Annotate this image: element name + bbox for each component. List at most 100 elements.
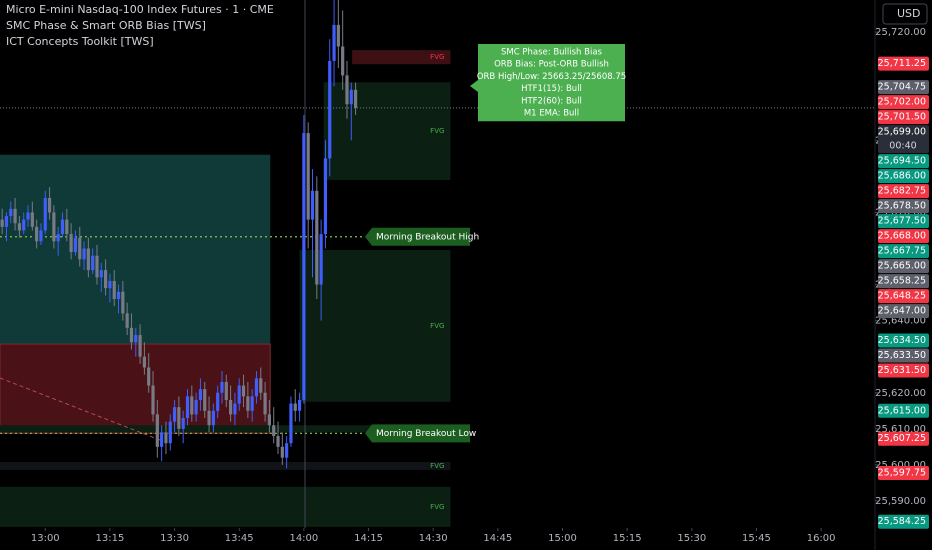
zones: FVGFVGFVGFVGFVGFVG <box>0 50 451 527</box>
candle-body <box>160 432 164 447</box>
candle-body <box>147 367 151 386</box>
candle-body <box>237 385 241 404</box>
candle-body <box>177 407 181 429</box>
fvg-label: FVG <box>430 127 444 135</box>
levels <box>0 107 875 434</box>
candle-body <box>297 399 302 411</box>
price-badge-label: 25,648.25 <box>878 291 926 302</box>
candle-body <box>341 46 345 76</box>
candle-body <box>323 158 328 235</box>
candle-body <box>9 208 13 217</box>
candle-body <box>39 230 43 242</box>
candle-body <box>164 432 168 444</box>
info-line: M1 EMA: Bull <box>524 109 579 119</box>
price-badge <box>878 304 929 319</box>
x-tick-label: 13:15 <box>95 533 124 544</box>
candle-body <box>181 418 185 429</box>
price-badge-label: 25,665.00 <box>878 261 926 272</box>
candle-body <box>190 396 194 415</box>
candle-body <box>185 396 190 418</box>
x-tick-label: 14:30 <box>419 533 448 544</box>
price-badge-label: 25,631.50 <box>878 365 926 376</box>
price-badge-label: 25,682.75 <box>878 186 926 197</box>
candle-body <box>35 226 39 242</box>
price-badge <box>878 244 929 259</box>
candle-body <box>194 399 198 415</box>
price-badge-label: 25,699.00 <box>878 127 926 138</box>
x-tick-label: 15:00 <box>548 533 577 544</box>
price-badge-label: 25,686.00 <box>878 171 926 182</box>
price-badge <box>878 274 929 289</box>
candle-body <box>254 378 259 397</box>
candle-body <box>112 280 116 299</box>
overlay: Morning Breakout High Morning Breakout Lo… <box>365 44 626 443</box>
candle-body <box>216 392 220 411</box>
candle-body <box>203 389 207 411</box>
price-badge <box>878 80 929 95</box>
candle-body <box>86 248 90 271</box>
price-badge <box>878 514 929 529</box>
level-flag <box>365 424 470 443</box>
x-tick-label: 16:00 <box>807 533 836 544</box>
price-badge <box>878 214 929 229</box>
price-badge <box>878 363 929 378</box>
price-badge-label: 25,677.50 <box>878 216 926 227</box>
candle-body <box>280 446 284 458</box>
price-badge-label: 25,633.50 <box>878 350 926 361</box>
candle-body <box>26 212 30 220</box>
level-flag <box>365 227 470 246</box>
fvg-zone <box>0 486 451 527</box>
price-badge <box>878 199 929 214</box>
candle-body <box>241 385 246 397</box>
price-badge <box>878 431 929 446</box>
candle-body <box>129 327 134 343</box>
countdown: 00:40 <box>889 141 916 152</box>
candle-body <box>47 198 52 213</box>
candle-body <box>60 219 65 235</box>
indicator-dashed-line <box>0 377 161 441</box>
info-box <box>470 44 625 122</box>
x-tick-label: 15:15 <box>613 533 642 544</box>
candle-body <box>276 436 280 447</box>
x-tick-label: 14:15 <box>354 533 383 544</box>
candle-body <box>336 24 340 47</box>
fvg-label: FVG <box>430 322 444 330</box>
info-line: ORB Bias: Post-ORB Bullish <box>494 60 609 70</box>
price-badge <box>878 403 929 418</box>
x-tick-label: 13:00 <box>31 533 60 544</box>
candle-body <box>315 190 319 285</box>
candle-body <box>306 133 310 220</box>
price-badge-label: 25,704.75 <box>878 82 926 93</box>
level-label: Morning Breakout High <box>376 232 479 242</box>
axes: 25,720.0025,690.0025,670.0025,650.0025,6… <box>31 27 929 544</box>
price-badge <box>878 110 929 125</box>
info-line: ORB High/Low: 25663.25/25608.75 <box>477 72 626 82</box>
info-line: SMC Phase: Bullish Bias <box>501 48 603 58</box>
price-badge-label: 25,668.00 <box>878 231 926 242</box>
candle-body <box>211 410 215 426</box>
candle-body <box>138 335 142 357</box>
candle-body <box>229 399 233 415</box>
candle-body <box>224 381 228 400</box>
info-line: HTF2(60): Bull <box>521 96 582 106</box>
price-badge <box>878 229 929 244</box>
candle-body <box>56 234 60 242</box>
y-tick-label: 25,640.00 <box>875 316 926 327</box>
candle-body <box>134 335 138 343</box>
price-badge-label: 25,701.50 <box>878 112 926 123</box>
currency[interactable]: USD <box>897 7 921 20</box>
x-tick-label: 14:00 <box>289 533 318 544</box>
price-badge <box>878 348 929 363</box>
candle-body <box>250 396 254 411</box>
candle-body <box>142 356 146 368</box>
price-badge <box>878 184 929 199</box>
fvg-zone <box>0 425 451 433</box>
currency-button[interactable] <box>882 3 928 25</box>
candle-body <box>332 24 336 61</box>
candle-body <box>233 403 237 415</box>
price-badge-label: 25,667.75 <box>878 246 926 257</box>
candle-body <box>246 396 250 411</box>
x-tick-label: 15:45 <box>742 533 771 544</box>
